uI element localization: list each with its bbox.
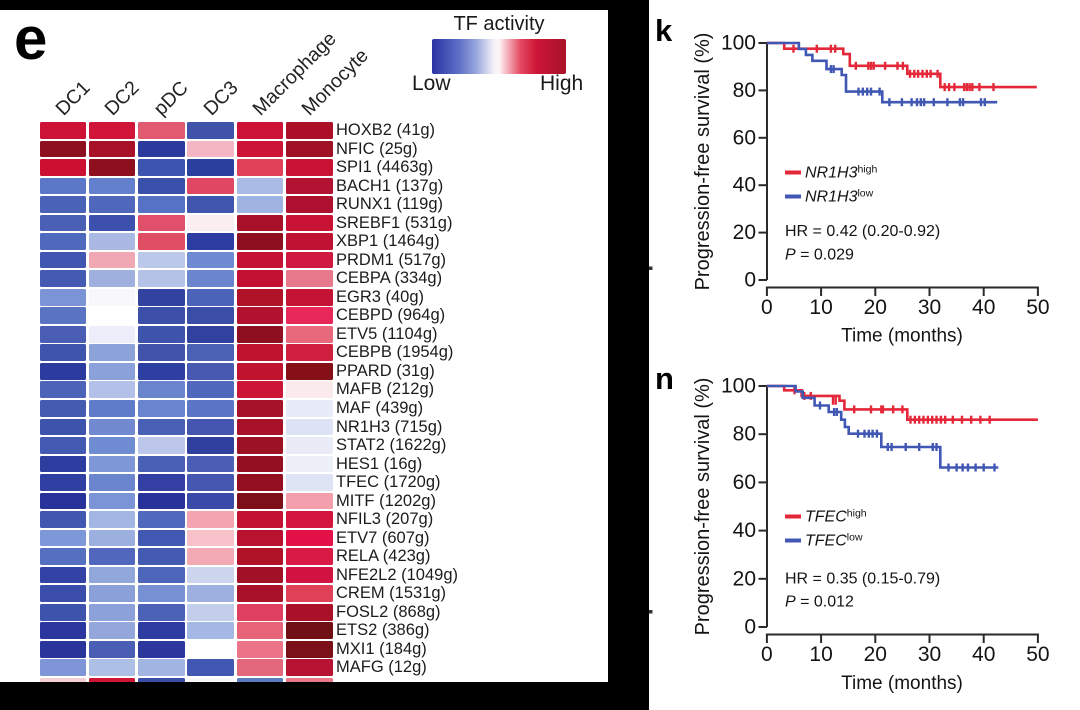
svg-text:100: 100 bbox=[721, 375, 756, 398]
svg-text:Progression-free survival (%): Progression-free survival (%) bbox=[692, 33, 714, 291]
svg-text:HR = 0.35 (0.15-0.79): HR = 0.35 (0.15-0.79) bbox=[785, 571, 940, 588]
svg-text:TFEClow: TFEClow bbox=[805, 532, 863, 550]
svg-text:0: 0 bbox=[744, 269, 756, 292]
svg-text:P = 0.012: P = 0.012 bbox=[785, 594, 854, 611]
svg-text:100: 100 bbox=[721, 32, 756, 55]
svg-text:P = 0.029: P = 0.029 bbox=[785, 247, 854, 264]
svg-text:Time (months): Time (months) bbox=[841, 326, 963, 347]
svg-text:20: 20 bbox=[864, 296, 887, 319]
svg-text:10: 10 bbox=[809, 296, 832, 319]
svg-text:20: 20 bbox=[864, 643, 887, 666]
svg-text:40: 40 bbox=[733, 519, 756, 542]
svg-text:50: 50 bbox=[1026, 296, 1049, 319]
svg-text:NR1H3low: NR1H3low bbox=[805, 188, 874, 206]
svg-text:60: 60 bbox=[733, 126, 756, 149]
svg-text:60: 60 bbox=[733, 471, 756, 494]
svg-text:80: 80 bbox=[733, 79, 756, 102]
svg-text:0: 0 bbox=[744, 616, 756, 639]
svg-text:NR1H3high: NR1H3high bbox=[805, 164, 877, 182]
svg-text:Progression-free survival (%): Progression-free survival (%) bbox=[692, 378, 714, 636]
svg-text:HR = 0.42 (0.20-0.92): HR = 0.42 (0.20-0.92) bbox=[785, 223, 940, 240]
svg-text:0: 0 bbox=[761, 296, 773, 319]
svg-text:40: 40 bbox=[733, 174, 756, 197]
svg-text:40: 40 bbox=[972, 643, 995, 666]
svg-text:0: 0 bbox=[761, 643, 773, 666]
svg-text:30: 30 bbox=[918, 296, 941, 319]
svg-text:20: 20 bbox=[733, 567, 756, 590]
svg-text:TFEChigh: TFEChigh bbox=[805, 508, 867, 526]
svg-text:k: k bbox=[655, 13, 673, 48]
svg-text:n: n bbox=[655, 361, 674, 396]
svg-text:10: 10 bbox=[809, 643, 832, 666]
svg-text:50: 50 bbox=[1026, 643, 1049, 666]
svg-text:40: 40 bbox=[972, 296, 995, 319]
svg-text:80: 80 bbox=[733, 423, 756, 446]
svg-text:30: 30 bbox=[918, 643, 941, 666]
svg-text:20: 20 bbox=[733, 221, 756, 244]
svg-text:Time (months): Time (months) bbox=[841, 673, 963, 694]
